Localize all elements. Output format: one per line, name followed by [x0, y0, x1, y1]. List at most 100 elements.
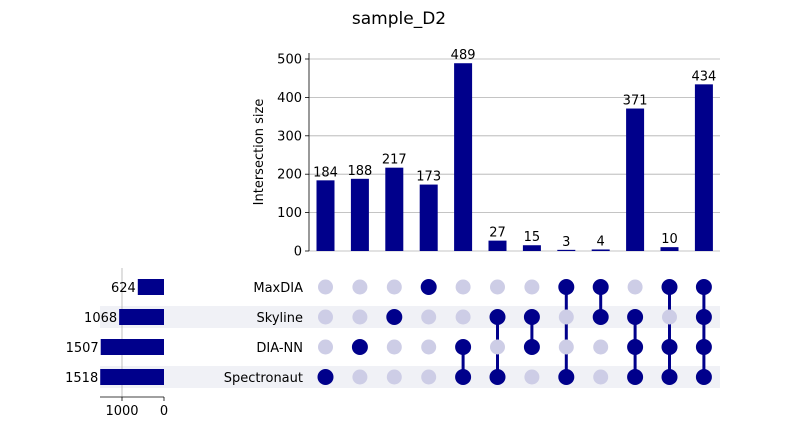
y-tick-label: 100	[277, 206, 302, 221]
matrix-dot-inactive	[386, 279, 402, 295]
set-name-label: DIA-NN	[256, 341, 303, 356]
intersection-bar	[419, 184, 438, 251]
set-size-label: 1507	[66, 341, 99, 356]
matrix-dot-active	[489, 369, 506, 385]
matrix-dot-inactive	[352, 369, 368, 385]
matrix-dot-active	[661, 339, 678, 355]
intersection-bar	[488, 240, 507, 251]
set-size-label: 1518	[65, 371, 98, 386]
matrix-dot-active	[627, 309, 644, 325]
matrix-dot-active	[592, 309, 609, 325]
intersection-bar	[385, 167, 404, 251]
bar-value-label: 434	[691, 69, 716, 84]
intersection-bar	[522, 245, 541, 251]
matrix-dot-active	[661, 279, 678, 295]
y-axis: 0 100 200 300 400 500	[277, 53, 310, 260]
matrix-dot-inactive	[524, 369, 540, 385]
matrix-dot-active	[455, 339, 472, 355]
intersection-bar	[557, 249, 576, 251]
row-stripe	[100, 306, 720, 328]
y-tick-label: 500	[277, 53, 302, 68]
bar-value-label: 4	[597, 234, 605, 249]
bar-value-label: 184	[313, 165, 338, 180]
matrix-dot-inactive	[421, 309, 437, 325]
set-size-bar	[100, 339, 164, 355]
intersection-bar	[694, 84, 713, 252]
set-size-tick-label: 0	[160, 404, 168, 419]
matrix-dot-active	[661, 369, 678, 385]
intersection-bar	[591, 249, 610, 251]
set-size-bar	[119, 309, 164, 325]
matrix-dot-active	[523, 339, 540, 355]
set-size-tick-label: 1000	[105, 404, 138, 419]
bar-value-label: 371	[623, 94, 648, 109]
matrix-dot-active	[455, 369, 472, 385]
matrix-dot-active	[386, 309, 403, 325]
matrix-dot-active	[317, 369, 334, 385]
matrix-dot-inactive	[455, 279, 471, 295]
matrix-dot-active	[351, 339, 368, 355]
matrix-dot-inactive	[558, 309, 574, 325]
row-stripe	[100, 366, 720, 388]
matrix-dot-inactive	[490, 339, 505, 355]
matrix-dot-active	[695, 309, 712, 325]
matrix-dot-active	[695, 369, 712, 385]
intersection-bar	[626, 108, 645, 251]
bar-value-label: 27	[489, 226, 506, 241]
bar-value-labels: 184 188 217 173 489 27 15 3 4 371 10 434	[313, 48, 716, 250]
set-name-label: Spectronaut	[224, 371, 303, 386]
matrix-dot-active	[695, 339, 712, 355]
set-size-bar	[137, 279, 164, 295]
matrix-dot-inactive	[455, 309, 471, 325]
matrix-dot-inactive	[421, 339, 437, 355]
set-size-panel: 624 1068 1507 1518 1000 0	[65, 268, 168, 419]
matrix-dot-active	[592, 279, 609, 295]
matrix-dot-inactive	[662, 309, 677, 325]
set-size-bar	[100, 369, 164, 385]
y-tick-label: 0	[294, 245, 302, 260]
matrix-dot-active	[420, 279, 437, 295]
matrix-dot-inactive	[490, 279, 505, 295]
intersection-bar	[350, 178, 369, 251]
matrix-dot-inactive	[593, 369, 609, 385]
matrix-dot-active	[489, 309, 506, 325]
matrix-dot-inactive	[352, 279, 368, 295]
matrix-dot-inactive	[318, 279, 333, 295]
chart-title: sample_D2	[352, 9, 446, 29]
intersection-bar	[660, 247, 679, 251]
y-axis-label: Intersection size	[252, 99, 267, 206]
intersection-bars	[316, 63, 713, 252]
set-name-label: Skyline	[257, 311, 303, 326]
bar-value-label: 217	[382, 153, 407, 168]
bar-value-label: 173	[416, 170, 441, 185]
matrix-dot-inactive	[593, 339, 609, 355]
matrix-dot-inactive	[386, 369, 402, 385]
gridlines	[309, 58, 720, 252]
matrix-dot-inactive	[318, 309, 333, 325]
y-tick-label: 300	[277, 129, 302, 144]
bar-value-label: 188	[347, 164, 372, 179]
bar-value-label: 3	[562, 235, 570, 250]
matrix-dot-inactive	[318, 339, 333, 355]
matrix-dot-inactive	[524, 279, 540, 295]
matrix-dot-active	[523, 309, 540, 325]
y-tick-label: 400	[277, 91, 302, 106]
bar-value-label: 10	[661, 232, 678, 247]
set-name-labels: MaxDIA Skyline DIA-NN Spectronaut	[224, 281, 303, 386]
matrix-row-stripes	[100, 306, 720, 388]
set-size-label: 1068	[84, 311, 117, 326]
matrix-dot-inactive	[386, 339, 402, 355]
matrix-dot-inactive	[558, 339, 574, 355]
set-size-label: 624	[111, 281, 136, 296]
matrix-dot-active	[627, 369, 644, 385]
matrix-dot-inactive	[352, 309, 368, 325]
matrix-dot-inactive	[421, 369, 437, 385]
bar-value-label: 15	[524, 230, 541, 245]
matrix-dot-active	[627, 339, 644, 355]
matrix-dot-active	[695, 279, 712, 295]
matrix-dot-active	[558, 369, 575, 385]
matrix-dot-inactive	[627, 279, 643, 295]
intersection-matrix	[317, 279, 712, 385]
set-name-label: MaxDIA	[253, 281, 303, 296]
